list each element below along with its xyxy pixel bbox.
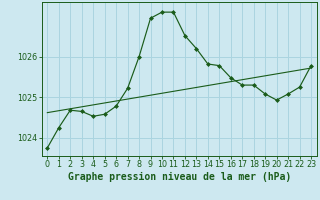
- X-axis label: Graphe pression niveau de la mer (hPa): Graphe pression niveau de la mer (hPa): [68, 172, 291, 182]
